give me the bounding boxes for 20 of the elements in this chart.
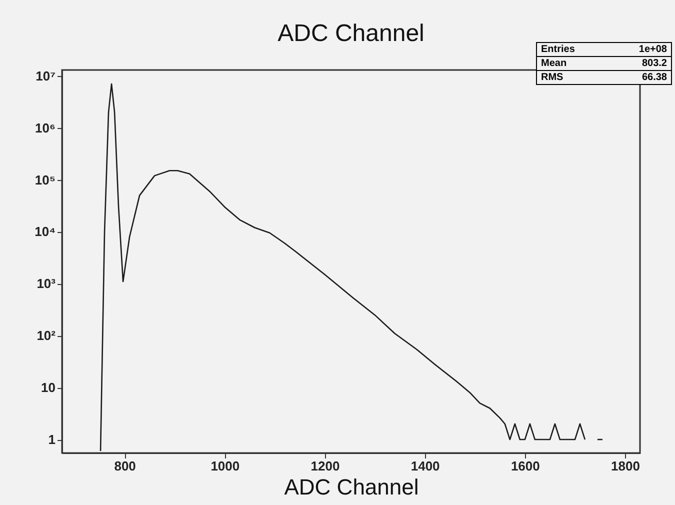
x-axis-title: ADC Channel — [284, 474, 419, 500]
text: Entries 1e+08 — [541, 44, 667, 55]
x-tick-label: 1400 — [410, 458, 440, 474]
chart-title: ADC Channel — [278, 20, 424, 47]
x-tick-label: 1600 — [510, 458, 540, 474]
y-tick-label: 10² — [36, 328, 56, 344]
y-tick-label: 10³ — [36, 276, 56, 292]
y-tick-label: 1 — [48, 432, 56, 448]
y-tick-label: 10⁴ — [34, 224, 56, 240]
y-tick-label: 10⁵ — [34, 172, 56, 188]
y-tick-label: 10⁶ — [35, 120, 56, 136]
y-tick-label: 10 — [41, 380, 56, 396]
text: RMS 66.38 — [541, 72, 667, 83]
x-tick-label: 1200 — [310, 458, 340, 474]
y-tick-label: 10⁷ — [36, 68, 56, 84]
line-series — [100, 83, 586, 452]
x-tick-label: 800 — [114, 458, 136, 474]
x-tick-label: 1800 — [611, 458, 640, 474]
text: Mean 803.2 — [541, 58, 667, 69]
x-tick-label: 1000 — [210, 458, 240, 474]
